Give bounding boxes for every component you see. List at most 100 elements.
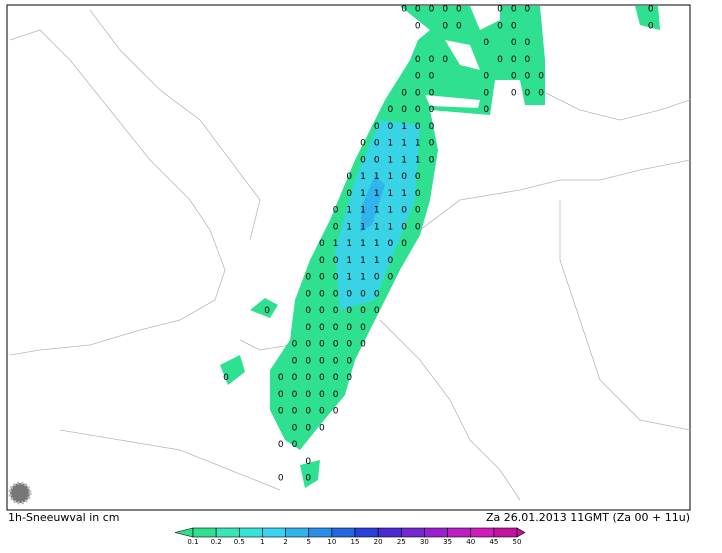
legend-swatch — [215, 527, 240, 538]
grid-value: 0 — [415, 172, 421, 182]
grid-value: 0 — [319, 289, 325, 299]
legend-label: 40 — [466, 538, 475, 546]
grid-value: 0 — [525, 5, 531, 15]
grid-value: 1 — [360, 189, 366, 199]
grid-value: 0 — [415, 222, 421, 232]
grid-value: 0 — [374, 273, 380, 283]
legend-arrow-left — [174, 527, 194, 538]
legend-swatch — [354, 527, 379, 538]
grid-value: 1 — [360, 172, 366, 182]
grid-value: 0 — [292, 356, 298, 366]
grid-value: 0 — [483, 105, 489, 115]
legend-label: 0.5 — [234, 538, 245, 546]
grid-value: 0 — [483, 38, 489, 48]
grid-value: 0 — [333, 340, 339, 350]
grid-value: 0 — [305, 273, 311, 283]
grid-value: 0 — [223, 373, 229, 383]
value-grid: 0 0 0 0 0 0 0 0 00 0 0 0 0 00 0 00 0 0 0 0 00 0 0 0 0 00 0 0 0 0 0 00 0 0… — [223, 5, 654, 484]
legend-label: 25 — [397, 538, 406, 546]
legend-label: 45 — [489, 538, 498, 546]
grid-value: 0 — [429, 88, 435, 98]
grid-value: 0 — [648, 5, 654, 15]
legend-swatch — [331, 527, 356, 538]
grid-value: 1 — [374, 172, 380, 182]
grid-value: 0 — [401, 88, 407, 98]
grid-value: 1 — [415, 139, 421, 149]
legend-label: 20 — [374, 538, 383, 546]
legend-label: 50 — [513, 538, 522, 546]
logo — [8, 481, 32, 505]
legend-swatch — [285, 527, 310, 538]
grid-value: 0 — [456, 21, 462, 31]
grid-value: 1 — [360, 222, 366, 232]
grid-value: 0 — [333, 356, 339, 366]
grid-value: 1 — [401, 189, 407, 199]
grid-value: 0 — [305, 323, 311, 333]
grid-value: 0 — [374, 306, 380, 316]
grid-value: 0 — [278, 440, 284, 450]
grid-value: 1 — [401, 155, 407, 165]
grid-value: 0 — [319, 273, 325, 283]
legend-label: 0.2 — [211, 538, 222, 546]
grid-value: 1 — [388, 206, 394, 216]
grid-value: 0 — [497, 5, 503, 15]
grid-value: 0 — [525, 72, 531, 82]
grid-value: 0 — [278, 373, 284, 383]
grid-value: 1 — [374, 256, 380, 266]
grid-value: 0 — [429, 105, 435, 115]
legend-label: 1 — [260, 538, 264, 546]
grid-value: 0 — [346, 306, 352, 316]
caption-right: Za 26.01.2013 11GMT (Za 00 + 11u) — [486, 511, 690, 524]
legend-label: 0.1 — [187, 538, 198, 546]
legend-label: 5 — [306, 538, 310, 546]
grid-value: 1 — [374, 189, 380, 199]
grid-value: 0 — [319, 323, 325, 333]
grid-value: 0 — [333, 206, 339, 216]
grid-value: 0 — [360, 340, 366, 350]
legend-swatch — [470, 527, 495, 538]
grid-value: 0 — [305, 306, 311, 316]
grid-value: 0 — [429, 72, 435, 82]
grid-value: 0 — [415, 88, 421, 98]
grid-value: 1 — [388, 172, 394, 182]
grid-value: 0 — [497, 21, 503, 31]
grid-value: 0 — [388, 239, 394, 249]
grid-value: 0 — [278, 390, 284, 400]
grid-value: 0 — [346, 373, 352, 383]
grid-value: 0 — [346, 323, 352, 333]
grid-value: 0 — [483, 88, 489, 98]
grid-value: 0 — [319, 373, 325, 383]
grid-value: 0 — [511, 5, 517, 15]
grid-value: 0 — [319, 390, 325, 400]
grid-value: 0 — [511, 88, 517, 98]
grid-value: 0 — [346, 340, 352, 350]
grid-value: 0 — [264, 306, 270, 316]
grid-value: 0 — [346, 172, 352, 182]
grid-value: 0 — [415, 105, 421, 115]
grid-value: 0 — [483, 72, 489, 82]
grid-value: 1 — [346, 222, 352, 232]
grid-value: 0 — [511, 21, 517, 31]
grid-value: 1 — [346, 206, 352, 216]
legend-swatch — [192, 527, 217, 538]
grid-value: 0 — [305, 407, 311, 417]
grid-value: 0 — [429, 55, 435, 65]
grid-value: 0 — [429, 122, 435, 132]
grid-value: 0 — [305, 423, 311, 433]
grid-value: 0 — [374, 139, 380, 149]
grid-value: 0 — [305, 457, 311, 467]
grid-value: 0 — [442, 55, 448, 65]
grid-value: 0 — [319, 256, 325, 266]
grid-value: 0 — [278, 474, 284, 484]
grid-value: 1 — [360, 206, 366, 216]
grid-value: 1 — [401, 139, 407, 149]
grid-value: 0 — [319, 356, 325, 366]
color-legend: 0.1 0.2 0.5 1 2 5 10 15 20 25 30 35 40 45 50 — [174, 527, 526, 546]
grid-value: 1 — [388, 139, 394, 149]
grid-value: 0 — [511, 72, 517, 82]
grid-value: 1 — [333, 239, 339, 249]
grid-value: 0 — [319, 340, 325, 350]
grid-value: 0 — [525, 38, 531, 48]
grid-value: 1 — [360, 256, 366, 266]
grid-value: 1 — [346, 256, 352, 266]
